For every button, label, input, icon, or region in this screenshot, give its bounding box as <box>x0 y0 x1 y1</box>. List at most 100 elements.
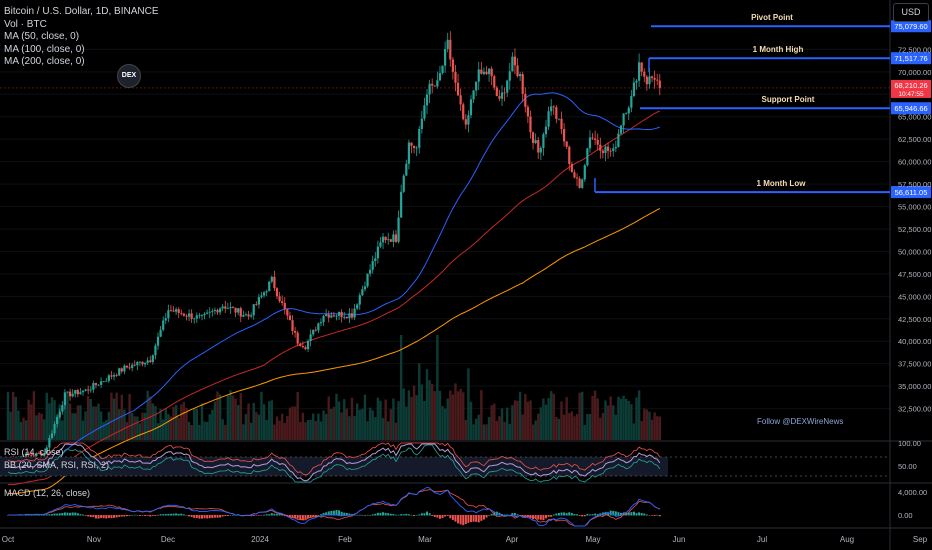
candle-body <box>537 140 540 153</box>
ma200-legend[interactable]: MA (200, close, 0) <box>4 56 85 67</box>
volume-bar <box>361 408 364 440</box>
macd-histogram-bar <box>296 515 299 519</box>
volume-bar <box>97 403 100 440</box>
ma200-line <box>7 208 661 495</box>
level-price-tag <box>891 52 931 65</box>
macd-histogram-bar <box>451 515 454 520</box>
volume-bar <box>526 401 530 440</box>
volume-bar <box>229 390 232 440</box>
macd-histogram-bar <box>58 513 61 516</box>
macd-histogram-bar <box>420 513 423 516</box>
symbol-title[interactable]: Bitcoin / U.S. Dollar, 1D, BINANCE <box>4 6 159 17</box>
volume-bar <box>381 417 385 440</box>
candle-body <box>456 82 460 96</box>
price-tick-label: 42,500.00 <box>898 315 931 324</box>
volume-bar <box>477 414 480 440</box>
candle-body <box>239 308 242 317</box>
bb-legend[interactable]: BB (20, SMA, RSI, RSI, 2) <box>4 460 110 470</box>
macd-histogram-bar <box>288 515 291 517</box>
time-tick-label: 2024 <box>251 535 269 544</box>
candle-body <box>211 310 214 312</box>
volume-bar <box>438 390 442 440</box>
ma50-legend[interactable]: MA (50, close, 0) <box>4 31 80 42</box>
time-axis[interactable]: Oct Nov Dec 2024 Feb Mar Apr May Jun Jul Aug Sep <box>2 535 928 544</box>
candle-body <box>229 307 232 309</box>
candle-body <box>412 145 416 149</box>
macd-histogram-bar <box>131 514 134 516</box>
macd-histogram-bar <box>325 512 328 516</box>
volume-bar <box>19 421 23 440</box>
currency-button[interactable]: USD <box>893 3 929 22</box>
macd-tick-label: 4,000.00 <box>898 488 927 497</box>
ma100-legend[interactable]: MA (100, close, 0) <box>4 43 85 55</box>
macd-histogram-bar <box>441 515 444 519</box>
macd-histogram-bar <box>208 515 211 519</box>
rsi-line <box>7 443 661 482</box>
candle-body <box>43 453 46 456</box>
volume-bar <box>511 405 514 440</box>
macd-histogram-bar <box>576 514 579 516</box>
candle-body <box>180 312 183 314</box>
volume-bar <box>449 390 452 440</box>
volume-bar <box>216 391 219 440</box>
candle-body <box>45 447 48 454</box>
macd-histogram-bar <box>138 515 141 516</box>
macd-histogram-bar <box>488 515 491 516</box>
candle-body <box>151 355 154 362</box>
candle-body <box>369 269 372 274</box>
candle-body <box>363 286 367 290</box>
volume-bar <box>226 395 230 440</box>
price-tick-label: 37,500.00 <box>898 360 931 369</box>
volume-bar <box>474 418 478 440</box>
candle-body <box>588 137 592 149</box>
volume-bar <box>635 397 638 440</box>
candle-body <box>578 178 581 188</box>
macd-histogram-bar <box>278 514 281 516</box>
volume-bar <box>518 391 522 440</box>
volume-bar <box>482 424 486 440</box>
volume-bar <box>575 414 579 440</box>
volume-bar <box>45 392 48 440</box>
candle-body <box>498 96 501 99</box>
volume-legend[interactable]: Vol · BTC <box>4 18 47 30</box>
volume-bar <box>260 391 263 440</box>
time-tick-label: Feb <box>338 535 352 544</box>
macd-histogram-bar <box>581 515 584 517</box>
candle-body <box>32 455 35 457</box>
candle-body <box>519 74 522 77</box>
macd-histogram-bar <box>164 514 167 516</box>
price-tick-label: 45,000.00 <box>898 292 931 301</box>
volume-bar <box>156 423 160 440</box>
macd-histogram-bar <box>467 515 470 523</box>
macd-histogram-bar <box>433 515 436 517</box>
macd-histogram-bar <box>573 513 576 516</box>
volume-bar <box>524 394 527 440</box>
volume-bar <box>84 411 87 440</box>
macd-histogram-bar <box>105 515 108 519</box>
macd-histogram-bar <box>159 514 162 516</box>
volume-bar <box>190 424 193 440</box>
price-tick-label: 62,500.00 <box>898 135 931 144</box>
macd-histogram-bar <box>312 515 315 518</box>
volume-bar <box>606 405 610 440</box>
candle-body <box>206 312 209 314</box>
candle-body <box>614 146 617 149</box>
rsi-legend[interactable]: RSI (14, close) <box>4 447 64 457</box>
macd-histogram-bar <box>397 514 400 516</box>
macd-histogram-bar <box>273 513 276 516</box>
macd-histogram-bar <box>547 515 550 517</box>
macd-histogram-bar <box>464 515 467 525</box>
candle-body <box>136 361 139 366</box>
candle-body <box>162 320 165 330</box>
volume-bar <box>340 412 343 440</box>
macd-tick-label: 0.00 <box>898 511 913 520</box>
price-axis[interactable]: 72,500.00 70,000.00 65,000.00 62,500.00 60,0… <box>891 45 931 414</box>
macd-histogram-bar <box>407 514 410 516</box>
volume-bar <box>343 399 346 440</box>
volume-bar <box>283 423 286 440</box>
macd-histogram-bar <box>477 515 480 523</box>
candle-body <box>247 314 250 317</box>
macd-histogram-bar <box>102 515 105 519</box>
macd-legend[interactable]: MACD (12, 26, close) <box>4 488 91 498</box>
